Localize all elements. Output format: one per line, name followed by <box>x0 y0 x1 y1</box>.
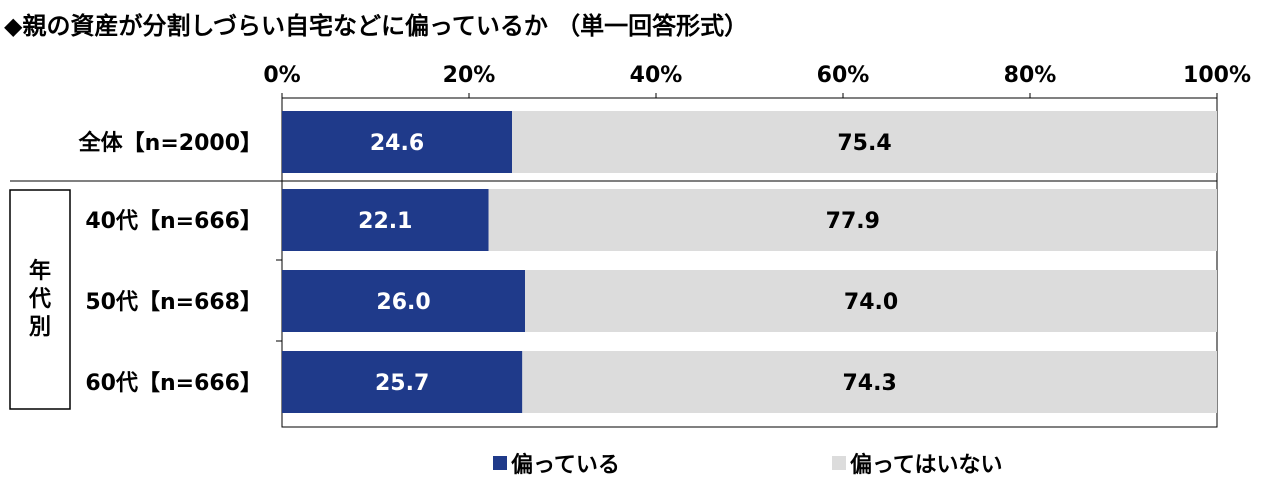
x-tick-label: 40% <box>630 63 683 88</box>
data-label: 24.6 <box>370 131 424 156</box>
data-label: 74.0 <box>844 290 898 315</box>
bar-segment <box>282 351 523 413</box>
data-label: 22.1 <box>358 209 412 234</box>
chart-title: ◆親の資産が分割しづらい自宅などに偏っているか （単一回答形式） <box>4 12 749 40</box>
bar-segment <box>512 111 1217 173</box>
legend-label-series-2: 偏ってはいない <box>850 453 1003 478</box>
data-label: 77.9 <box>826 209 880 234</box>
bar-segment <box>525 270 1217 332</box>
bar-segment <box>488 189 1217 251</box>
legend-label-series-1: 偏っている <box>511 453 620 478</box>
row-label: 全体【n=2000】 <box>78 130 262 156</box>
legend-swatch-series-1 <box>493 456 507 470</box>
stacked-bar-chart: 0% 20% 40% 60% 80% 100% 年代別 全体【n=2000】 24.6 75.4 4… <box>9 63 1251 428</box>
plot-area <box>281 97 1218 428</box>
group-box <box>9 189 71 410</box>
x-tick-label: 20% <box>443 63 496 88</box>
group-label-char: 代 <box>28 287 51 312</box>
bar-segment <box>282 189 489 251</box>
legend-item-series-1: 偏っている <box>493 447 620 479</box>
row-label: 50代【n=668】 <box>85 290 262 315</box>
row-label: 60代【n=666】 <box>85 371 262 396</box>
x-tick-label: 100% <box>1183 63 1251 88</box>
group-label-char: 別 <box>29 315 51 340</box>
bar-segment <box>522 351 1217 413</box>
x-tick-label: 0% <box>263 63 300 88</box>
bar-segment <box>282 270 526 332</box>
data-label: 74.3 <box>843 371 897 396</box>
data-label: 75.4 <box>837 131 891 156</box>
x-tick-label: 60% <box>817 63 870 88</box>
legend-swatch-series-2 <box>832 456 846 470</box>
row-label: 40代【n=666】 <box>85 209 262 234</box>
x-tick-label: 80% <box>1004 63 1057 88</box>
legend-item-series-2: 偏ってはいない <box>832 447 1002 479</box>
group-label-char: 年 <box>29 258 51 284</box>
data-label: 25.7 <box>375 371 429 396</box>
bar-segment <box>282 111 513 173</box>
data-label: 26.0 <box>376 290 430 315</box>
